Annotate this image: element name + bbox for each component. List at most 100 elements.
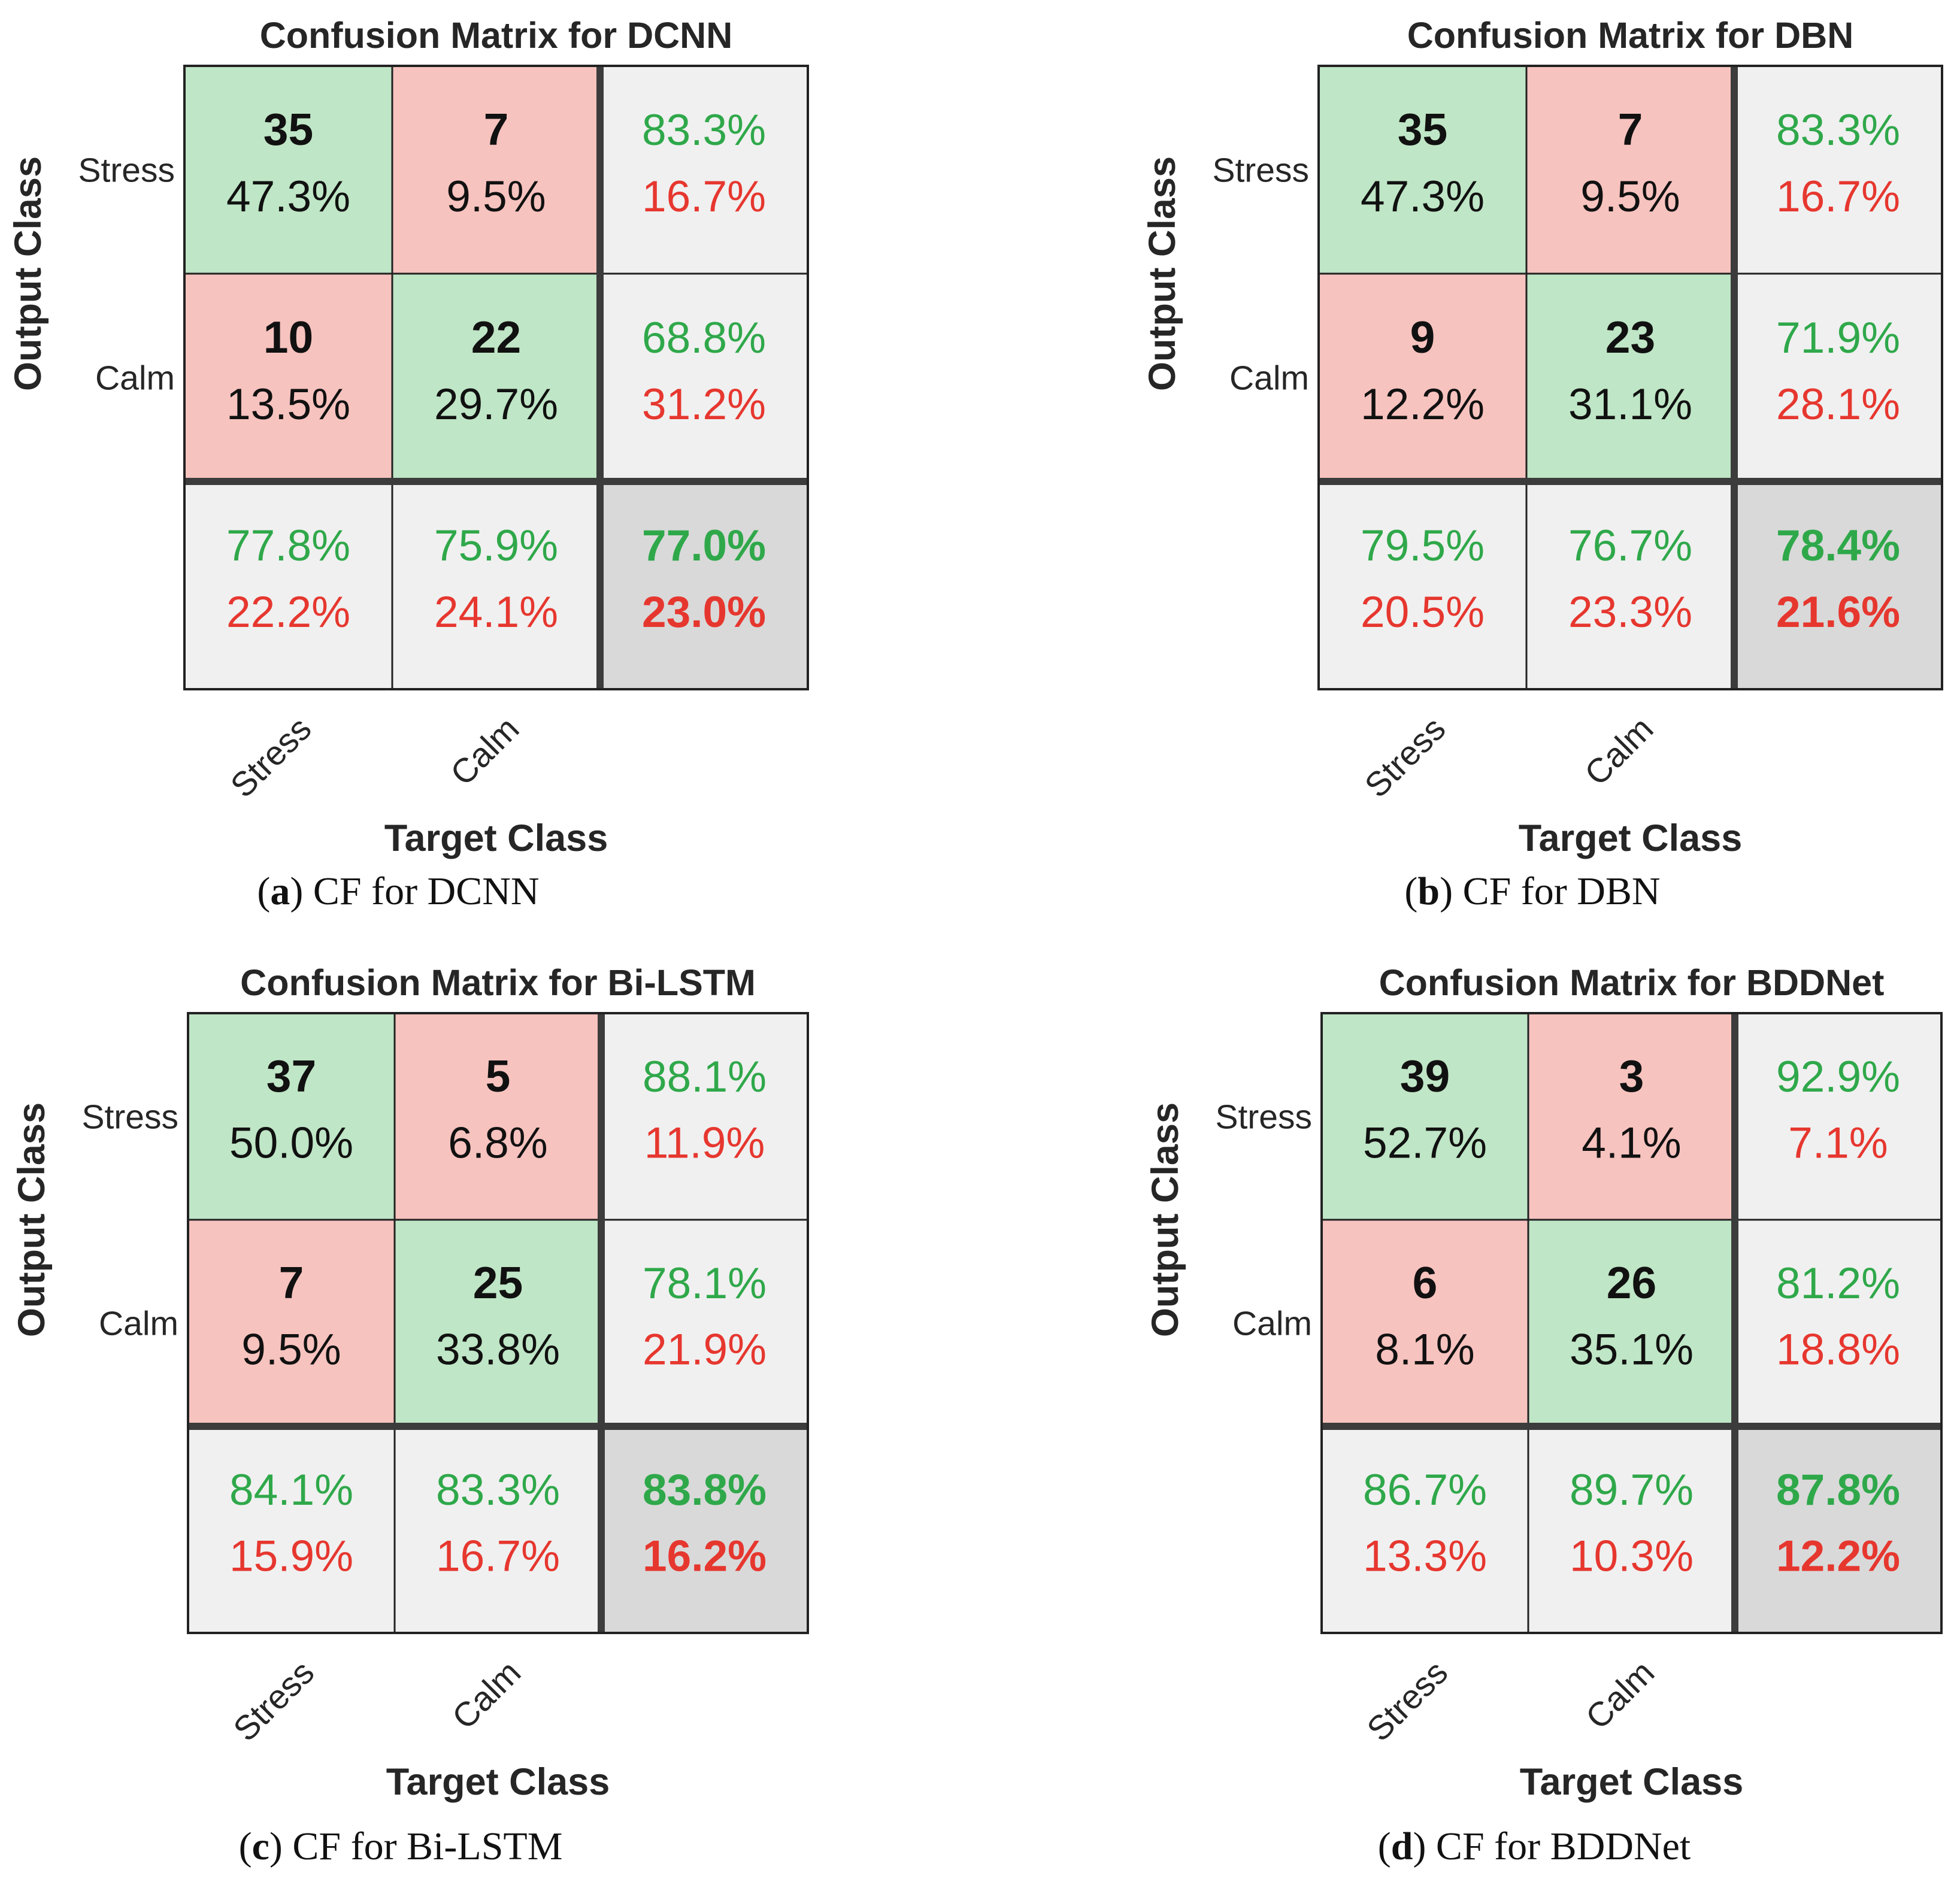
summary-cell	[393, 1425, 602, 1634]
row-precision: 83.3%	[1776, 106, 1900, 154]
chart-title: Confusion Matrix for BDDNet	[1379, 962, 1885, 1003]
matrix-cell	[1525, 65, 1735, 275]
panel-caption: (b) CF for DBN	[1404, 869, 1660, 913]
row-error: 28.1%	[1776, 380, 1900, 429]
y-tick-label: Stress	[1215, 1098, 1312, 1137]
overall-error: 21.6%	[1776, 588, 1900, 637]
column-error: 13.3%	[1363, 1532, 1487, 1581]
y-tick-label: Calm	[1229, 359, 1309, 398]
summary-cell	[1527, 1425, 1736, 1634]
y-tick-label: Calm	[99, 1305, 178, 1343]
overall-accuracy: 78.4%	[1776, 522, 1900, 570]
column-recall: 86.7%	[1363, 1466, 1487, 1514]
caption-letter: a	[270, 869, 290, 913]
chart-title: Confusion Matrix for Bi-LSTM	[240, 962, 756, 1003]
summary-cell	[600, 1012, 809, 1221]
column-error: 22.2%	[226, 588, 350, 637]
summary-cell	[1317, 480, 1528, 690]
y-tick-label: Calm	[95, 359, 175, 398]
overall-accuracy-cell	[1733, 480, 1943, 690]
summary-cell	[599, 272, 809, 483]
summary-cell	[1734, 1012, 1943, 1221]
row-error: 7.1%	[1788, 1119, 1888, 1168]
cell-percent: 8.1%	[1375, 1326, 1474, 1374]
y-axis-label: Output Class	[7, 156, 49, 391]
cell-percent: 31.1%	[1568, 380, 1692, 429]
summary-cell	[599, 65, 809, 275]
summary-cell	[1525, 480, 1735, 690]
summary-cell	[1733, 272, 1943, 483]
overall-accuracy-cell	[1734, 1425, 1943, 1634]
y-tick-label: Stress	[81, 1098, 178, 1137]
cell-percent: 35.1%	[1570, 1326, 1694, 1374]
overall-accuracy: 83.8%	[643, 1466, 767, 1514]
cell-percent: 9.5%	[446, 172, 546, 221]
panel-caption: (a) CF for DCNN	[257, 869, 539, 913]
cell-percent: 13.5%	[226, 380, 350, 429]
matrix-border	[183, 65, 809, 690]
x-tick-label: Calm	[445, 1653, 528, 1737]
matrix-cell	[187, 1012, 396, 1221]
summary-cell	[1734, 1219, 1943, 1428]
caption-letter: c	[252, 1825, 269, 1868]
cell-count: 10	[263, 312, 313, 362]
matrix-cell	[187, 1219, 396, 1428]
overall-accuracy-cell	[599, 480, 809, 690]
summary-cell	[1733, 65, 1943, 275]
column-recall: 76.7%	[1568, 522, 1692, 570]
cell-percent: 52.7%	[1363, 1119, 1487, 1168]
row-error: 16.7%	[1776, 172, 1900, 221]
x-tick-label: Calm	[1577, 710, 1661, 793]
confusion-matrix-panel-a: 35 47.3% 7 9.5% 10 13.5% 22 29.7% 83.3% 16.7% 68.8…	[7, 15, 809, 913]
column-error: 15.9%	[229, 1532, 353, 1581]
cell-count: 7	[1618, 104, 1643, 154]
row-error: 21.9%	[643, 1326, 767, 1374]
cell-percent: 29.7%	[434, 380, 558, 429]
confusion-matrix-panel-b: 3547.3%79.5%912.2%2331.1%83.3%16.7%71.9%…	[1141, 15, 1943, 913]
row-precision: 71.9%	[1776, 314, 1900, 362]
row-precision: 78.1%	[643, 1259, 767, 1308]
summary-cell	[391, 480, 601, 690]
x-tick-label: Calm	[1579, 1653, 1662, 1737]
matrix-cell	[391, 65, 601, 275]
summary-cell	[1320, 1425, 1529, 1634]
caption-letter: b	[1417, 869, 1440, 913]
cell-percent: 50.0%	[229, 1119, 353, 1168]
matrix-cell	[393, 1012, 602, 1221]
cell-count: 7	[279, 1257, 304, 1308]
cell-percent: 9.5%	[1580, 172, 1680, 221]
x-axis-label: Target Class	[1519, 817, 1742, 859]
cell-percent: 6.8%	[448, 1119, 547, 1168]
y-tick-label: Stress	[78, 151, 175, 190]
column-recall: 75.9%	[434, 522, 558, 570]
confusion-matrix-panel-d: 39 52.7% 3 4.1% 6 8.1% 26 35.1% 92.9% 7.1% 81.2% 18…	[1144, 962, 1943, 1868]
row-precision: 92.9%	[1776, 1053, 1900, 1101]
overall-error: 23.0%	[642, 588, 766, 637]
cell-count: 35	[263, 104, 313, 154]
matrix-cell	[1527, 1012, 1736, 1221]
chart-title: Confusion Matrix for DBN	[1407, 15, 1854, 56]
cell-percent: 4.1%	[1582, 1119, 1681, 1168]
caption-text: CF for DBN	[1463, 869, 1661, 913]
y-axis-label: Output Class	[11, 1102, 53, 1337]
column-recall: 83.3%	[436, 1466, 560, 1514]
x-axis-label: Target Class	[386, 1761, 610, 1803]
panel-caption: (c) CF for Bi-LSTM	[239, 1825, 563, 1868]
y-axis-label: Output Class	[1144, 1102, 1186, 1337]
cell-count: 23	[1605, 312, 1655, 362]
cell-percent: 47.3%	[1361, 172, 1485, 221]
cell-count: 3	[1619, 1051, 1644, 1101]
cell-percent: 12.2%	[1361, 380, 1485, 429]
cell-count: 35	[1398, 104, 1447, 154]
panel-caption: (d) CF for BDDNet	[1378, 1825, 1691, 1868]
row-precision: 88.1%	[643, 1053, 767, 1101]
y-axis-label: Output Class	[1141, 156, 1183, 391]
caption-letter: d	[1391, 1825, 1413, 1868]
row-precision: 83.3%	[642, 106, 766, 154]
x-tick-label: Calm	[443, 710, 526, 793]
cell-count: 5	[486, 1051, 511, 1101]
row-error: 31.2%	[642, 380, 766, 429]
column-recall: 79.5%	[1361, 522, 1485, 570]
row-precision: 81.2%	[1776, 1259, 1900, 1308]
